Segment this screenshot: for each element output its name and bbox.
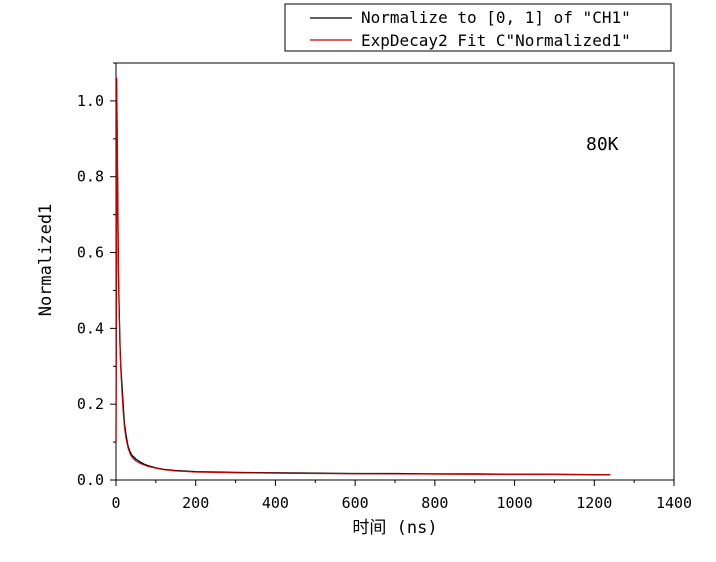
x-tick-label: 0 (111, 494, 120, 512)
series-line-normalized (115, 100, 611, 476)
y-axis: 0.0 0.2 0.4 0.6 0.8 1.0 (77, 62, 116, 489)
y-axis-label: Normalized1 (36, 204, 56, 317)
y-tick-label: 1.0 (77, 92, 104, 110)
x-tick-label: 1000 (497, 494, 533, 512)
x-tick-label: 400 (262, 494, 289, 512)
y-tick-label: 0.8 (77, 168, 104, 186)
legend-label-0: Normalize to [0, 1] of "CH1" (361, 8, 631, 27)
legend-label-1: ExpDecay2 Fit C"Normalized1" (361, 31, 631, 50)
y-tick-label: 0.4 (77, 319, 104, 337)
x-axis: 0 200 400 600 800 1000 1200 1400 (111, 480, 692, 512)
y-tick-label: 0.6 (77, 244, 104, 262)
series-line-fit (115, 77, 611, 476)
x-tick-label: 1400 (656, 494, 692, 512)
plot-frame (115, 62, 675, 481)
legend-box (284, 3, 672, 52)
legend: Normalize to [0, 1] of "CH1" ExpDecay2 F… (284, 3, 672, 52)
temperature-annotation: 80K (586, 134, 619, 155)
x-tick-label: 1200 (576, 494, 612, 512)
x-tick-label: 200 (182, 494, 209, 512)
x-tick-label: 600 (342, 494, 369, 512)
y-tick-label: 0.0 (77, 471, 104, 489)
y-tick-label: 0.2 (77, 395, 104, 413)
x-axis-label: 时间 (ns) (352, 518, 437, 538)
x-tick-label: 800 (421, 494, 448, 512)
series-layer (115, 77, 611, 476)
